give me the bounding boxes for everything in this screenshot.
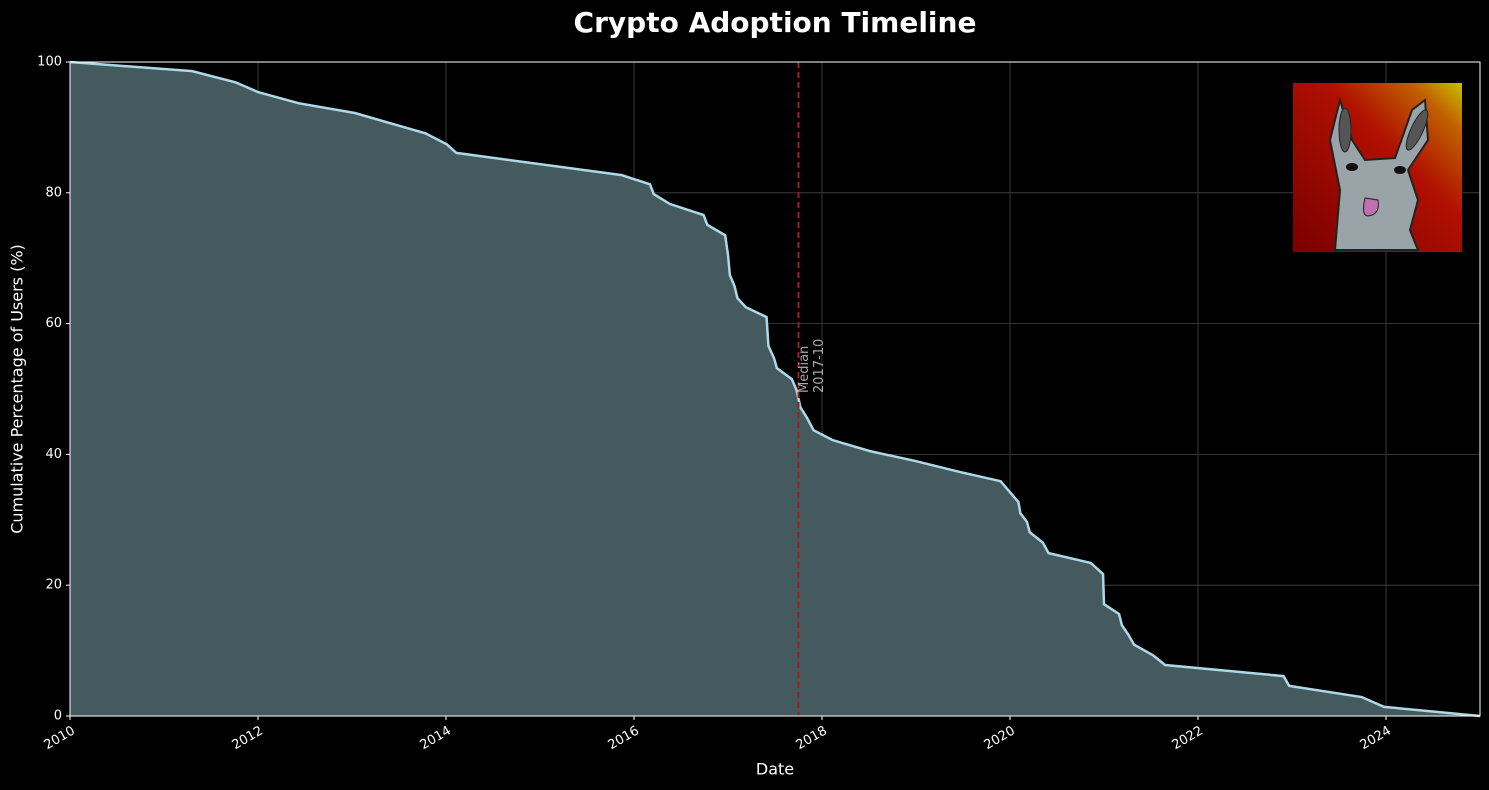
- y-tick-label: 20: [45, 578, 62, 593]
- area-fill: [70, 62, 1480, 716]
- median-annotation: Median: [797, 346, 812, 393]
- median-annotation: 2017-10: [812, 339, 827, 393]
- y-axis-label: Cumulative Percentage of Users (%): [8, 244, 27, 534]
- y-tick-label: 40: [45, 447, 62, 462]
- chart-title: Crypto Adoption Timeline: [574, 6, 977, 39]
- logo-image: [1293, 83, 1462, 252]
- y-tick-label: 80: [45, 185, 62, 200]
- plot-frame: [69, 61, 1481, 717]
- y-tick-label: 100: [37, 55, 62, 70]
- y-tick-label: 0: [54, 709, 62, 724]
- line: [69, 60, 1481, 718]
- y-tick-label: 60: [45, 316, 62, 331]
- x-axis-label: Date: [756, 760, 794, 779]
